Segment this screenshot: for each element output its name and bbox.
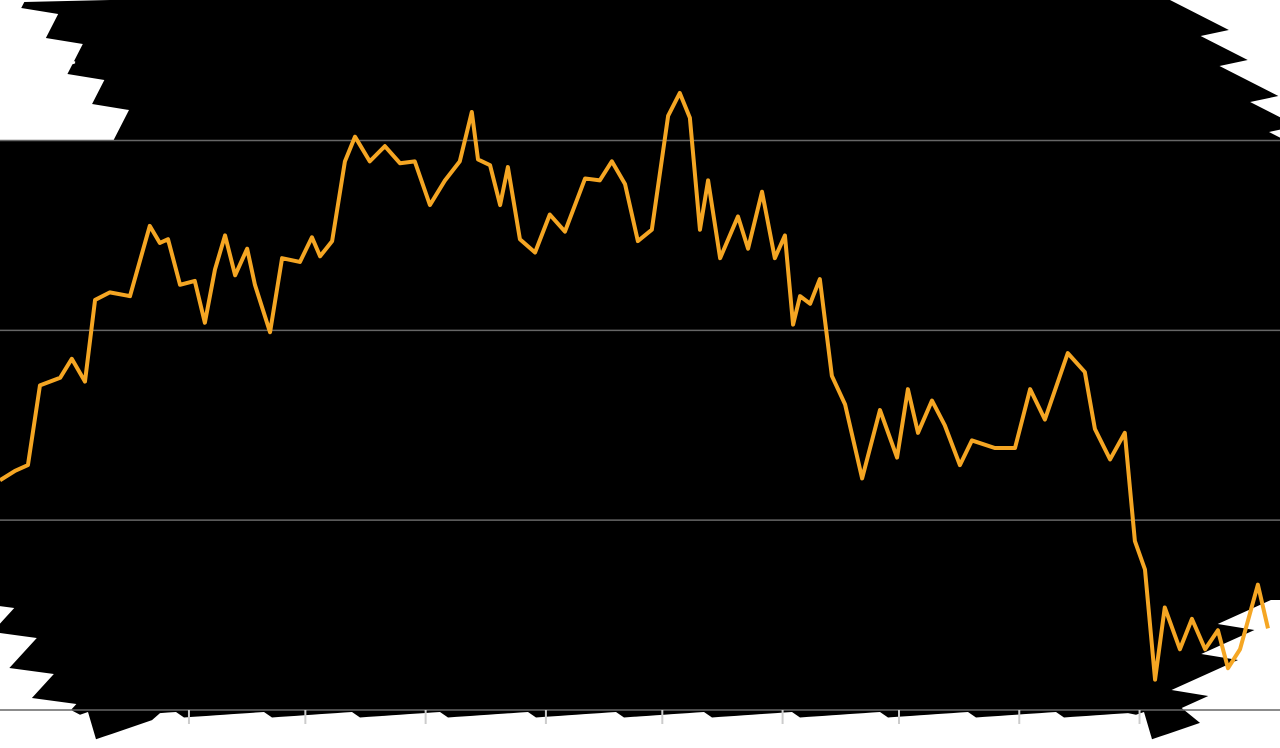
x-tick-label: Dec: [877, 733, 920, 748]
x-tick-label: Nov: [761, 733, 804, 748]
x-tick-label: Feb: [1118, 733, 1161, 748]
x-tick-label: Sep: [524, 733, 567, 748]
x-tick-label: Aug: [404, 733, 447, 748]
x-tick-label: Jul: [284, 733, 327, 748]
x-tick-label: Oct: [641, 733, 684, 748]
x-tick-label: Jun: [167, 733, 210, 748]
price-line: [0, 91, 1270, 682]
axis-label: price: [0, 40, 77, 71]
x-tick-label: Jan: [998, 733, 1041, 748]
